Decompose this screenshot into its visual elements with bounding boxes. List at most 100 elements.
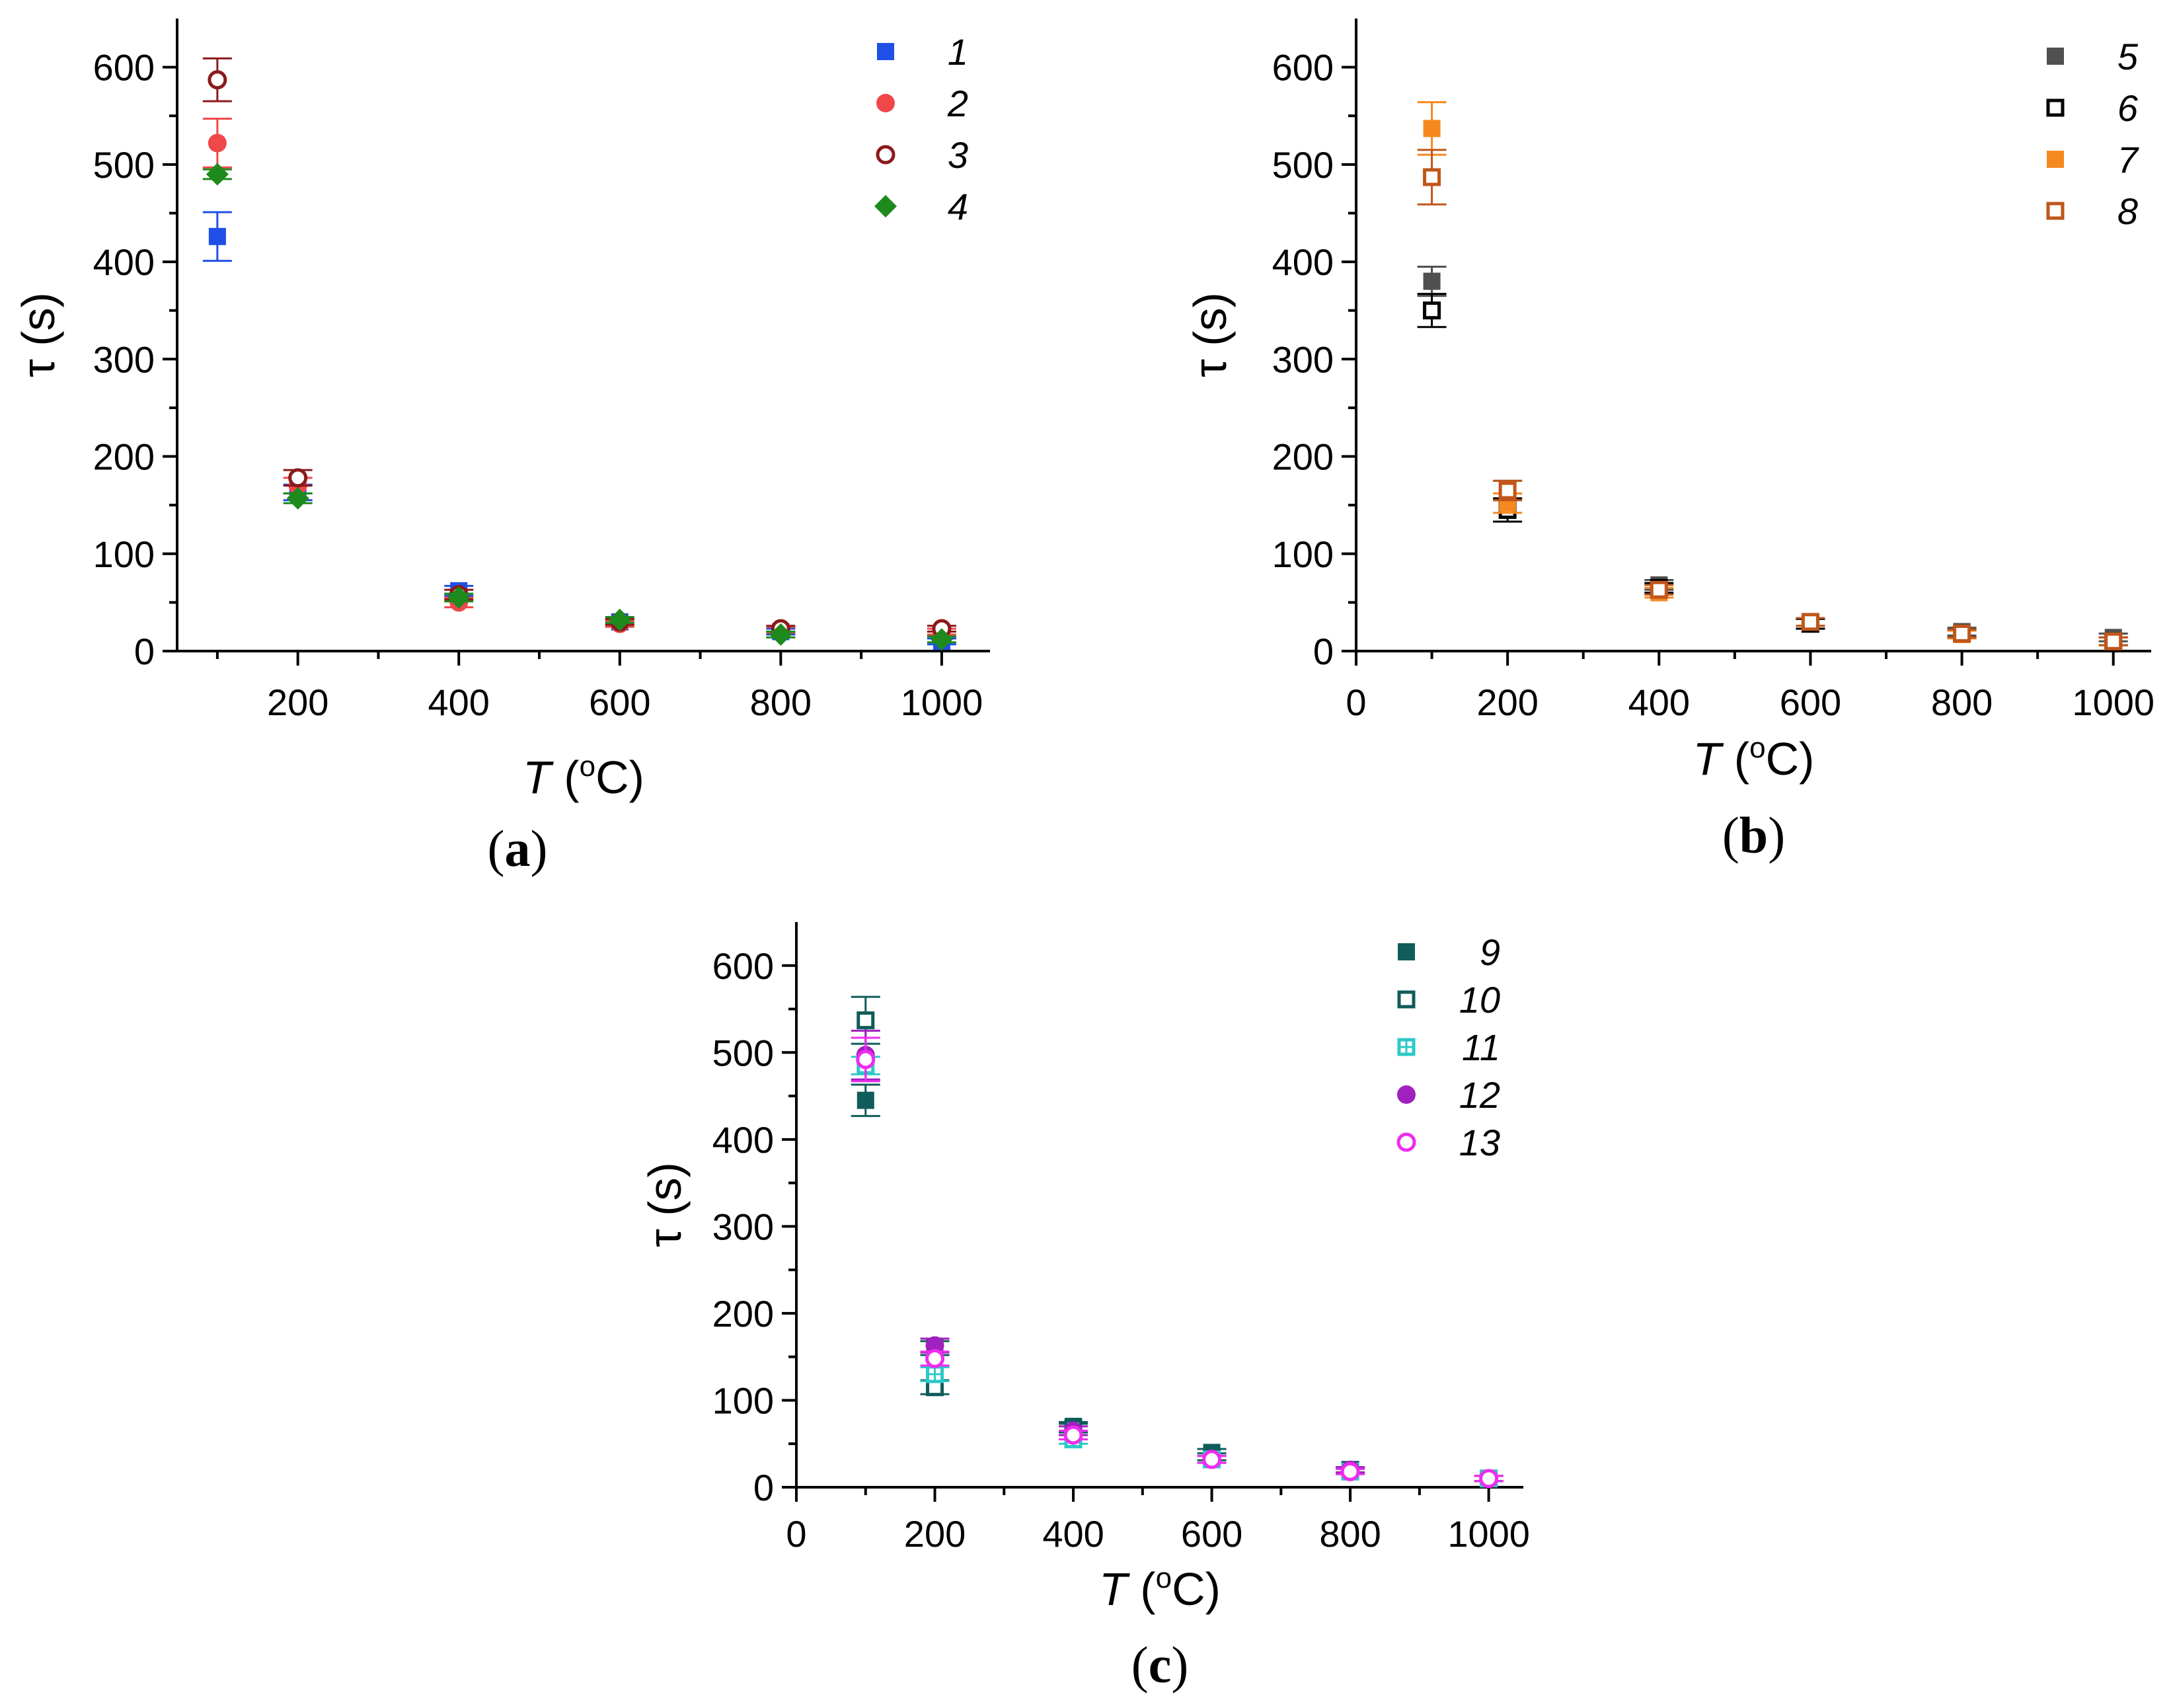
series-5 <box>1417 265 2128 646</box>
legend-marker <box>876 145 895 165</box>
series-2 <box>202 118 956 641</box>
data-point <box>1340 1461 1360 1481</box>
data-point <box>1423 120 1441 137</box>
x-axis-title: T (oC) <box>1099 1562 1221 1615</box>
legend-marker <box>1396 1132 1416 1152</box>
panel-label-close: ) <box>1171 1636 1188 1693</box>
data-point <box>1063 1425 1083 1445</box>
x-tick-label: 600 <box>1780 681 1841 723</box>
y-tick-label: 300 <box>712 1206 774 1247</box>
x-tick-label: 800 <box>1319 1513 1381 1555</box>
data-point <box>1423 301 1441 320</box>
panel-label-letter: c <box>1149 1636 1172 1693</box>
y-tick-label: 500 <box>712 1032 774 1073</box>
panel-label-close: ) <box>1768 806 1785 864</box>
legend-label: 5 <box>2117 36 2139 77</box>
legend-marker <box>874 195 897 217</box>
y-tick-label: 0 <box>1313 631 1334 672</box>
data-point <box>925 1336 944 1355</box>
panel-label: (b) <box>1722 806 1785 864</box>
legend-marker <box>877 43 894 60</box>
y-tick-label: 300 <box>93 338 155 380</box>
y-tick-label: 400 <box>712 1119 774 1161</box>
data-point <box>608 608 631 631</box>
y-tick-label: 500 <box>1272 144 1334 186</box>
y-tick-label: 600 <box>712 945 774 987</box>
x-axis-open: ( <box>1127 1563 1156 1615</box>
x-axis-sup: o <box>1749 732 1765 764</box>
x-tick-label: 600 <box>589 681 650 723</box>
panel-label-open: ( <box>488 820 505 877</box>
legend-label: 8 <box>2117 190 2138 232</box>
data-point <box>925 1348 945 1368</box>
data-point <box>1479 1469 1499 1489</box>
data-point <box>1202 1450 1222 1469</box>
data-point <box>1498 481 1517 500</box>
x-tick-label: 200 <box>904 1513 966 1555</box>
data-point <box>206 163 229 186</box>
data-point <box>930 628 953 651</box>
y-tick-label: 400 <box>93 241 155 283</box>
series-6 <box>1417 293 2128 650</box>
data-point <box>1650 580 1668 599</box>
series-8 <box>1417 149 2128 650</box>
x-axis-var: T <box>1099 1563 1130 1615</box>
y-tick-label: 0 <box>134 631 155 672</box>
x-tick-label: 200 <box>1476 681 1538 723</box>
y-tick-label: 200 <box>1272 436 1334 478</box>
series-10 <box>851 995 1504 1488</box>
data-point <box>856 1050 876 1069</box>
y-tick-label: 100 <box>712 1379 774 1421</box>
data-point <box>208 227 226 245</box>
x-axis-title: T (oC) <box>523 750 644 803</box>
x-tick-label: 400 <box>428 681 490 723</box>
data-point <box>1423 168 1441 186</box>
data-point <box>208 134 227 153</box>
y-tick-label: 200 <box>712 1293 774 1335</box>
series-1 <box>202 211 956 650</box>
data-point <box>208 70 227 90</box>
legend-marker <box>1398 943 1415 960</box>
legend-label: 7 <box>2117 139 2139 180</box>
legend-marker <box>1397 1038 1416 1056</box>
legend-label: 4 <box>948 186 968 227</box>
series-11 <box>851 1056 1504 1488</box>
x-tick-label: 0 <box>786 1513 806 1555</box>
x-tick-label: 1000 <box>1447 1513 1530 1555</box>
legend: 1 2 3 4 <box>874 31 968 227</box>
data-point <box>926 1365 944 1383</box>
x-tick-label: 1000 <box>901 681 983 723</box>
legend-label: 13 <box>1459 1122 1500 1163</box>
x-tick-label: 0 <box>1346 681 1366 723</box>
x-axis-var: T <box>1693 733 1724 785</box>
legend: 5 6 7 8 <box>2046 36 2139 232</box>
panel-label: (c) <box>1131 1636 1189 1693</box>
legend-marker <box>1397 1085 1416 1104</box>
legend-label: 3 <box>948 134 968 176</box>
x-axis-open: ( <box>551 752 580 803</box>
series-4 <box>202 163 956 651</box>
legend-marker <box>2047 151 2064 168</box>
series-13 <box>851 1036 1504 1489</box>
legend-marker <box>876 94 895 112</box>
legend-label: 2 <box>947 83 968 124</box>
data-point <box>1953 624 1971 642</box>
y-tick-label: 100 <box>1272 533 1334 575</box>
x-axis-title: T (oC) <box>1693 732 1815 785</box>
panel-label-letter: a <box>505 820 531 877</box>
x-axis-var: T <box>523 752 554 803</box>
legend-label: 1 <box>948 31 968 73</box>
legend-marker <box>2046 202 2065 220</box>
x-tick-label: 200 <box>267 681 328 723</box>
y-tick-label: 400 <box>1272 241 1334 283</box>
legend-marker <box>2046 98 2065 117</box>
x-axis-sup: o <box>580 750 595 783</box>
x-tick-label: 400 <box>1628 681 1690 723</box>
panel-label-open: ( <box>1722 806 1739 864</box>
y-tick-label: 600 <box>93 47 155 89</box>
data-point <box>288 468 308 488</box>
x-tick-label: 600 <box>1181 1513 1242 1555</box>
